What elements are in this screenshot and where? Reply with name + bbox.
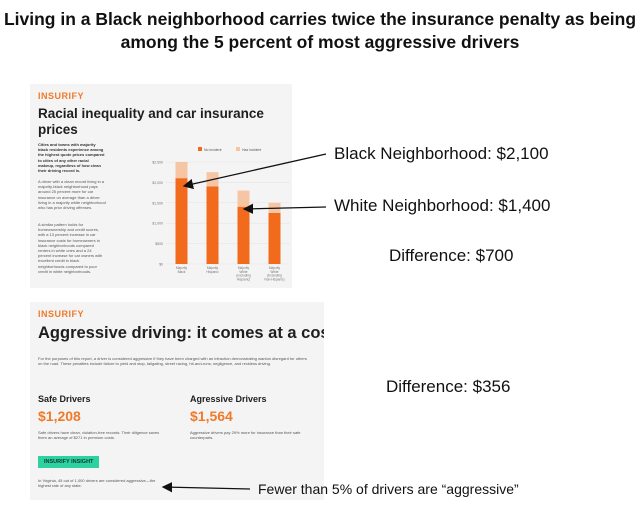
bar-no-incident [175, 178, 188, 264]
panel-text-1: Cities and towns with majority black res… [38, 142, 105, 174]
insurify-logo: INSURIFY [38, 309, 85, 319]
x-tick-label: Majority Hispanic [206, 266, 219, 274]
difference-note-1: Difference: $700 [389, 246, 514, 265]
y-tick-label: $1,500 [152, 201, 163, 205]
panel-title: Aggressive driving: it comes at a cost [38, 324, 324, 342]
y-tick-label: $0 [159, 263, 163, 267]
insurify-logo: INSURIFY [38, 91, 85, 101]
panel-intro: For the purposes of this report, a drive… [38, 356, 307, 367]
insurance-bar-chart: No incident Has incident $2,500 $2,000 $1,50… [152, 147, 290, 281]
legend-swatch [198, 147, 202, 151]
insight-badge: INSURIFY INSIGHT [38, 456, 100, 468]
bar-no-incident [206, 186, 219, 264]
aggressive-drivers-description: Aggressive drivers pay 29% more for insu… [190, 430, 301, 441]
y-tick-label: $500 [155, 242, 163, 246]
safe-drivers-price: $1,208 [38, 408, 81, 424]
x-tick-label: Majority White (excluding Hispanic) [236, 266, 251, 281]
arrow-white-neighborhood [242, 203, 327, 214]
aggressive-drivers-title: Agressive Drivers [190, 394, 267, 404]
x-tick-label: Majority Black [176, 266, 188, 274]
aggressive-share-note: Fewer than 5% of drivers are “aggressive… [258, 481, 519, 497]
legend-label: No incident [204, 148, 222, 152]
racial-inequality-panel: INSURIFY Racial inequality and car insur… [30, 84, 292, 288]
y-tick-label: $1,000 [152, 222, 163, 226]
legend-label: Has incident [242, 148, 261, 152]
insight-text: In Virginia, 45 out of 1,000 drivers are… [38, 478, 156, 489]
bar-no-incident [268, 213, 281, 264]
white-neighborhood-note: White Neighborhood: $1,400 [334, 196, 551, 215]
headline: Living in a Black neighborhood carries t… [3, 9, 637, 52]
x-tick-label: Majority White (Excluding Non-Hispanic) [264, 266, 284, 281]
difference-note-2: Difference: $356 [386, 377, 511, 396]
panel-text-3: A similar pattern holds for homeownershi… [38, 222, 103, 274]
y-tick-label: $2,000 [152, 181, 163, 185]
safe-drivers-description: Safe drivers have clean, violation-free … [38, 430, 160, 441]
panel-text-2: A driver with a clean record living in a… [38, 179, 106, 211]
arrow-black-neighborhood [182, 153, 327, 190]
bar-no-incident [237, 206, 250, 264]
arrow-aggressive-share [161, 482, 251, 493]
panel-title: Racial inequality and car insurance pric… [38, 106, 264, 137]
black-neighborhood-note: Black Neighborhood: $2,100 [334, 144, 549, 163]
aggressive-driving-panel: INSURIFY Aggressive driving: it comes at… [30, 302, 324, 500]
aggressive-drivers-price: $1,564 [190, 408, 233, 424]
legend-swatch [236, 147, 240, 151]
safe-drivers-title: Safe Drivers [38, 394, 91, 404]
y-tick-label: $2,500 [152, 161, 163, 165]
